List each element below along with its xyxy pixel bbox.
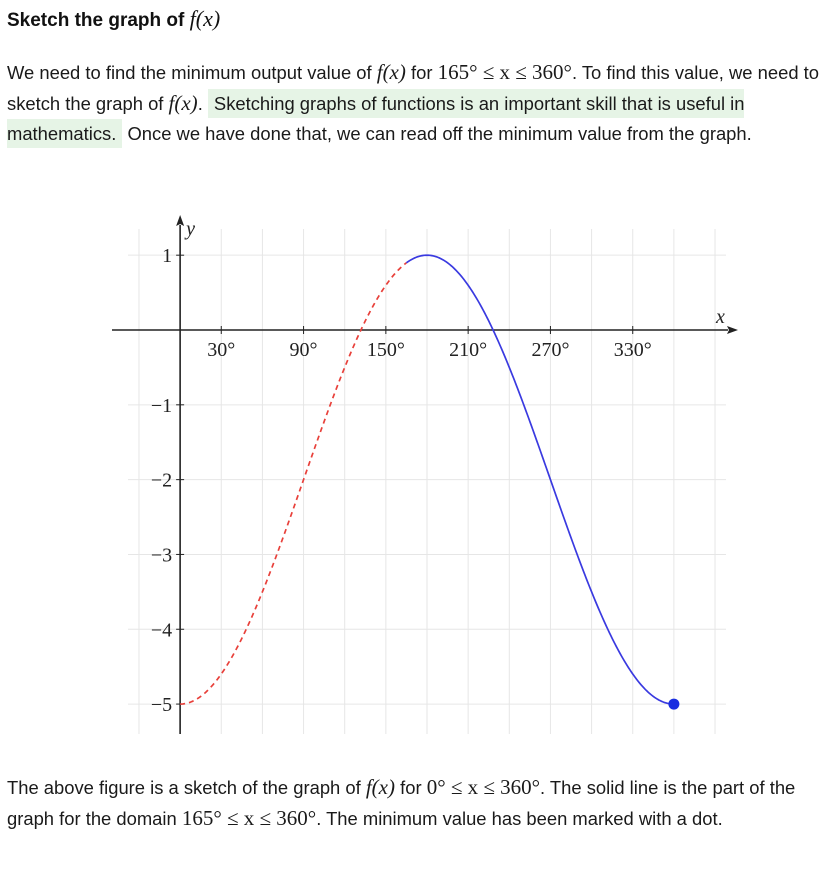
x-tick-label: 150° (367, 339, 405, 361)
axes (112, 215, 738, 734)
y-tick-label: −3 (151, 544, 172, 566)
heading-text: Sketch the graph of (7, 10, 190, 31)
y-axis-arrow (176, 215, 185, 226)
intro-paragraph: We need to find the minimum output value… (7, 57, 833, 149)
function-notation: f(x) (168, 91, 198, 115)
y-tick-label: −5 (151, 694, 172, 716)
function-graph: x y 30° 90° 150° 210° 270° 330° 1 −1 −2 −3 −4 −5 (112, 215, 738, 734)
dashed-curve (180, 262, 407, 705)
curves (180, 254, 680, 710)
tick-labels: x y 30° 90° 150° 210° 270° 330° 1 −1 −2 −3 −4 −5 (151, 218, 725, 716)
y-tick-label: −2 (151, 470, 172, 492)
domain-expression: 165° ≤ x ≤ 360° (437, 60, 572, 84)
solid-curve (405, 254, 674, 705)
y-tick-label: 1 (162, 245, 172, 267)
function-notation: f(x) (365, 775, 395, 799)
y-tick-label: −1 (151, 395, 172, 417)
x-tick-label: 330° (614, 339, 652, 361)
x-axis-arrow (727, 326, 738, 334)
x-tick-label: 210° (449, 339, 487, 361)
function-notation: f(x) (376, 60, 406, 84)
explanation-paragraph: The above figure is a sketch of the grap… (7, 775, 796, 830)
y-axis-label: y (184, 218, 195, 240)
domain-expression: 0° ≤ x ≤ 360° (426, 775, 541, 799)
function-notation: f(x) (189, 6, 221, 31)
y-tick-label: −4 (151, 619, 172, 641)
minimum-point (668, 698, 680, 710)
domain-expression: 165° ≤ x ≤ 360° (181, 806, 317, 830)
x-tick-label: 90° (290, 339, 318, 361)
x-tick-label: 30° (207, 339, 235, 361)
section-heading: Sketch the graph of f(x) (7, 6, 220, 32)
x-axis-label: x (715, 306, 725, 328)
x-tick-label: 270° (531, 339, 569, 361)
grid-lines (128, 229, 726, 734)
